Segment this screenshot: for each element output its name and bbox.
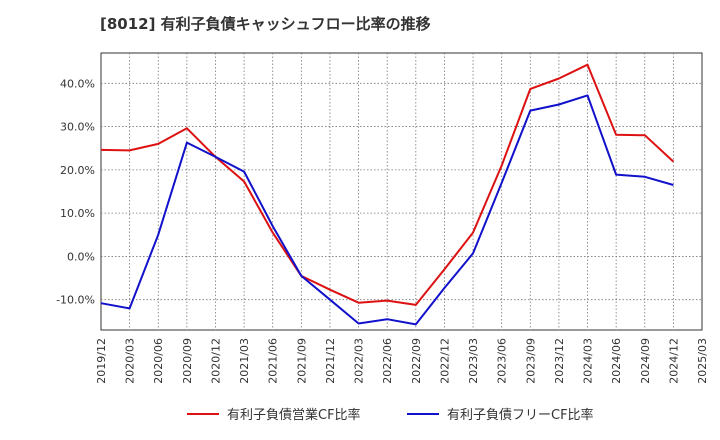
plot-area [100, 52, 703, 331]
x-tick-label: 2022/12 [438, 338, 451, 384]
x-tick-label: 2024/12 [667, 338, 680, 384]
x-tick-label: 2021/09 [295, 338, 308, 384]
x-tick-label: 2023/03 [467, 338, 480, 384]
grid-lines [101, 53, 702, 330]
x-tick-label: 2023/06 [496, 338, 509, 384]
chart-title: [8012] 有利子負債キャッシュフロー比率の推移 [100, 15, 431, 33]
y-tick-label: 40.0% [60, 77, 95, 90]
legend-label-1: 有利子負債営業CF比率 [227, 407, 361, 423]
x-tick-label: 2020/06 [152, 338, 165, 384]
x-tick-label: 2022/03 [353, 338, 366, 384]
y-tick-label: 10.0% [60, 207, 95, 220]
x-tick-label: 2023/09 [524, 338, 537, 384]
x-tick-label: 2024/06 [610, 338, 623, 384]
x-tick-label: 2025/03 [696, 338, 709, 384]
y-tick-label: 20.0% [60, 164, 95, 177]
y-axis-ticks: -10.0% 0.0% 10.0% 20.0% 30.0% 40.0% [56, 77, 95, 306]
legend: 有利子負債営業CF比率 有利子負債フリーCF比率 [187, 407, 594, 423]
y-tick-label: 0.0% [67, 250, 95, 263]
x-tick-label: 2022/06 [381, 338, 394, 384]
x-tick-label: 2024/03 [582, 338, 595, 384]
x-tick-label: 2024/09 [639, 338, 652, 384]
x-tick-label: 2020/09 [181, 338, 194, 384]
y-tick-label: 30.0% [60, 121, 95, 134]
x-tick-label: 2021/06 [267, 338, 280, 384]
x-tick-label: 2021/03 [238, 338, 251, 384]
x-tick-label: 2023/12 [553, 338, 566, 384]
x-tick-label: 2019/12 [95, 338, 108, 384]
legend-label-2: 有利子負債フリーCF比率 [447, 407, 594, 423]
series-line-2 [100, 94, 674, 326]
y-tick-label: -10.0% [56, 294, 95, 307]
x-axis-ticks: 2019/12 2020/03 2020/06 2020/09 2020/12 2021/… [95, 338, 709, 384]
x-tick-label: 2022/09 [410, 338, 423, 384]
series-line-1 [100, 63, 675, 306]
x-tick-label: 2020/12 [209, 338, 222, 384]
x-tick-label: 2021/12 [324, 338, 337, 384]
plot-frame [100, 52, 703, 331]
x-tick-label: 2020/03 [124, 338, 137, 384]
series-lines [100, 63, 675, 326]
